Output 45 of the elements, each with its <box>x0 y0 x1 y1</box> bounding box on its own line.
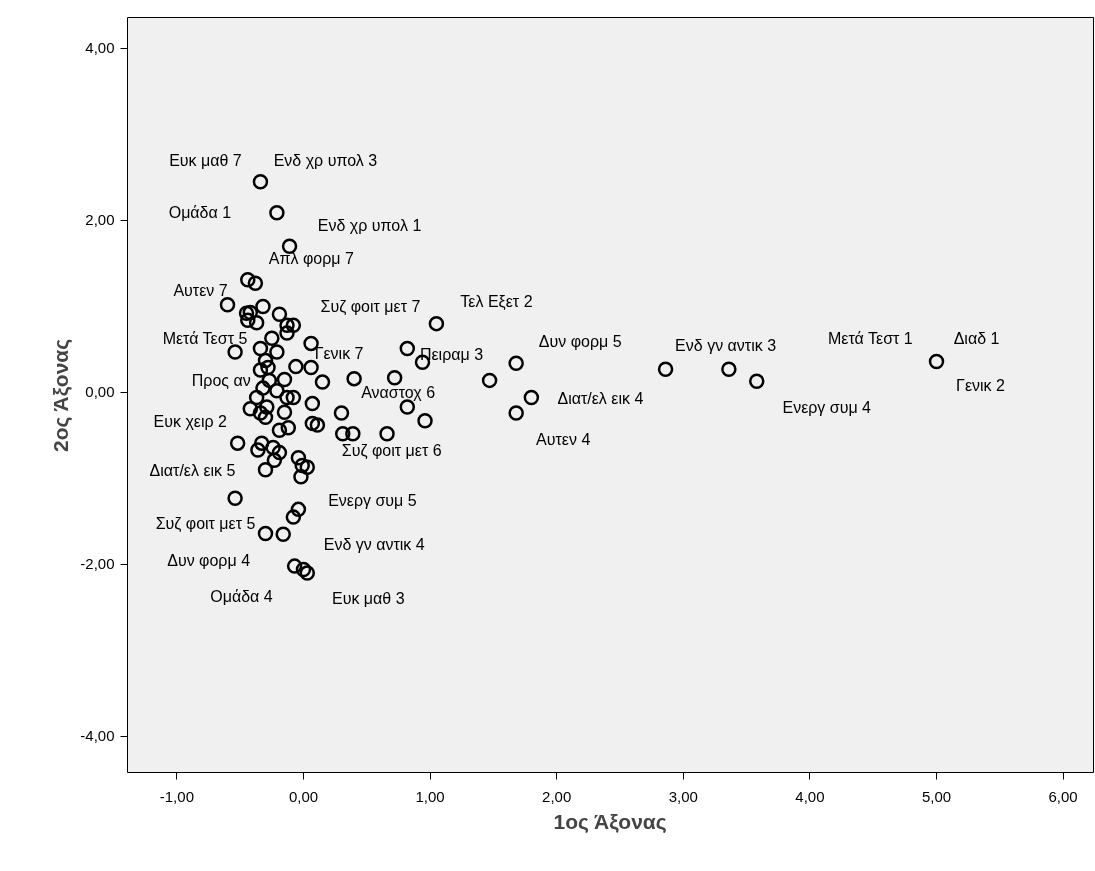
annotation: Ενδ γν αντικ 4 <box>323 535 425 553</box>
y-tick-label: 2,00 <box>85 211 115 229</box>
x-tick-label: 2,00 <box>542 787 572 805</box>
x-tick-label: 3,00 <box>668 787 698 805</box>
annotation: Διατ/ελ εικ 5 <box>149 462 236 480</box>
annotation: Ενεργ συμ 4 <box>782 398 872 416</box>
annotation: Συζ φοιτ μετ 6 <box>341 442 442 461</box>
y-tick-label: 0,00 <box>85 383 115 401</box>
annotation: Απλ φορμ 7 <box>268 249 355 267</box>
annotation: Αυτεν 4 <box>536 430 591 448</box>
annotation: Ενδ γν αντικ 3 <box>675 336 777 354</box>
annotation: Ενεργ συμ 5 <box>328 491 417 509</box>
annotation: Ενδ χρ υπολ 3 <box>273 152 378 170</box>
y-axis-title: 2ος Άξονας <box>49 338 74 452</box>
annotation: Ομάδα 1 <box>168 204 232 222</box>
x-tick-label: -1,00 <box>159 787 194 805</box>
annotation: Συζ φοιτ μετ 5 <box>155 514 256 533</box>
annotation: Αυτεν 7 <box>173 282 228 300</box>
annotation: Διατ/ελ εικ 4 <box>557 390 644 408</box>
annotation: Ενδ χρ υπολ 1 <box>317 216 422 234</box>
annotation: Δυν φορμ 4 <box>167 551 251 569</box>
annotation: Συζ φοιτ μετ 7 <box>320 297 421 316</box>
annotation: Τελ Εξετ 2 <box>460 293 533 312</box>
x-axis-title: 1ος Άξονας <box>553 809 667 834</box>
x-tick-label: 6,00 <box>1048 787 1078 805</box>
x-tick-label: 1,00 <box>415 787 445 805</box>
annotation: Γενικ 7 <box>314 344 364 362</box>
x-tick-label: 5,00 <box>921 787 952 805</box>
x-tick-label: 4,00 <box>795 787 825 805</box>
annotation: Δυν φορμ 5 <box>538 332 622 350</box>
annotation: Διαδ 1 <box>953 329 1000 347</box>
y-tick-label: -4,00 <box>80 727 115 745</box>
annotation: Πειραμ 3 <box>419 345 484 363</box>
y-tick-label: -2,00 <box>80 555 115 573</box>
annotation: Προς αν <box>191 371 251 389</box>
annotation: Ευκ μαθ 3 <box>331 589 405 607</box>
annotation: Ευκ μαθ 7 <box>169 152 242 170</box>
annotation: Αναστοχ 6 <box>361 384 436 402</box>
x-tick-label: 0,00 <box>288 787 319 805</box>
annotation: Γενικ 2 <box>956 376 1006 394</box>
annotation: Ομάδα 4 <box>210 588 273 606</box>
annotation: Μετά Τεστ 1 <box>828 329 913 347</box>
annotation: Ευκ χειρ 2 <box>153 413 228 431</box>
y-tick-label: 4,00 <box>85 39 115 57</box>
annotation: Μετά Τεστ 5 <box>162 329 248 347</box>
